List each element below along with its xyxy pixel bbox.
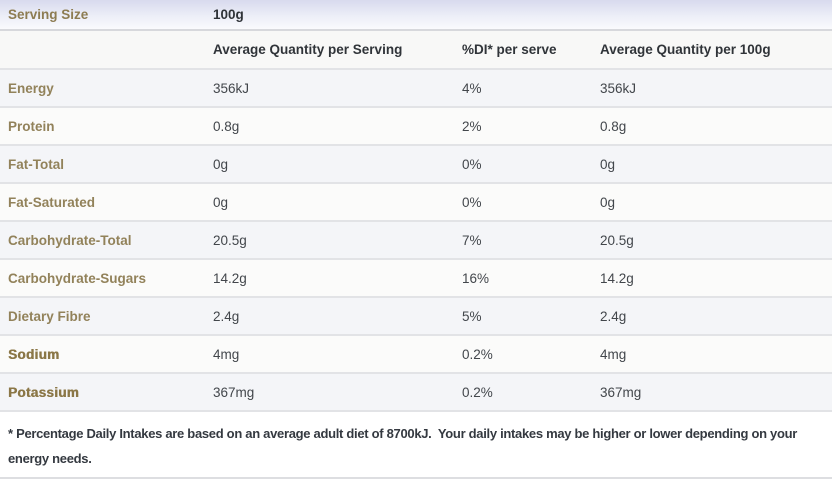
nutrient-label: Carbohydrate-Total: [8, 232, 132, 248]
value-per-serving: 367mg: [213, 384, 255, 400]
value-di-per-serve: 0.2%: [462, 384, 493, 400]
nutrient-label: Fat-Total: [8, 156, 64, 172]
nutrition-information-panel: Serving Size 100g Average Quantity per S…: [0, 0, 832, 479]
value-per-100g: 0.8g: [600, 118, 627, 134]
daily-intake-footnote: * Percentage Daily Intakes are based on …: [0, 412, 832, 479]
value-per-100g: 0g: [600, 156, 616, 172]
row-protein: Protein 0.8g 2% 0.8g: [0, 108, 832, 146]
value-per-serving: 2.4g: [213, 308, 240, 324]
value-per-100g: 20.5g: [600, 232, 634, 248]
value-per-100g: 4mg: [600, 346, 627, 362]
row-fat-saturated: Fat-Saturated 0g 0% 0g: [0, 184, 832, 222]
column-header-row: Average Quantity per Serving %DI* per se…: [0, 31, 832, 70]
nutrient-label: Protein: [8, 118, 55, 134]
value-di-per-serve: 7%: [462, 232, 482, 248]
value-di-per-serve: 0%: [462, 156, 482, 172]
value-per-100g: 2.4g: [600, 308, 627, 324]
nutrient-label: Potassium: [8, 384, 79, 400]
value-per-serving: 0.8g: [213, 118, 240, 134]
value-per-serving: 356kJ: [213, 80, 250, 96]
value-di-per-serve: 5%: [462, 308, 482, 324]
serving-size-value: 100g: [213, 7, 244, 22]
header-avg-quantity-per-100g: Average Quantity per 100g: [600, 42, 771, 57]
value-per-serving: 0g: [213, 194, 229, 210]
row-energy: Energy 356kJ 4% 356kJ: [0, 70, 832, 108]
value-per-serving: 4mg: [213, 346, 240, 362]
value-per-100g: 0g: [600, 194, 616, 210]
nutrient-label: Dietary Fibre: [8, 308, 91, 324]
value-di-per-serve: 16%: [462, 270, 490, 286]
value-per-serving: 20.5g: [213, 232, 247, 248]
nutrient-label: Fat-Saturated: [8, 194, 96, 210]
header-avg-quantity-per-serving: Average Quantity per Serving: [213, 42, 403, 57]
serving-size-label: Serving Size: [8, 7, 89, 22]
value-per-100g: 14.2g: [600, 270, 634, 286]
serving-size-row: Serving Size 100g: [0, 0, 832, 31]
row-sodium: Sodium 4mg 0.2% 4mg: [0, 336, 832, 374]
nutrient-label: Sodium: [8, 346, 60, 362]
nutrient-label: Energy: [8, 80, 54, 96]
value-per-100g: 367mg: [600, 384, 642, 400]
value-per-100g: 356kJ: [600, 80, 637, 96]
row-carbohydrate-sugars: Carbohydrate-Sugars 14.2g 16% 14.2g: [0, 260, 832, 298]
row-fat-total: Fat-Total 0g 0% 0g: [0, 146, 832, 184]
row-dietary-fibre: Dietary Fibre 2.4g 5% 2.4g: [0, 298, 832, 336]
value-di-per-serve: 4%: [462, 80, 482, 96]
row-carbohydrate-total: Carbohydrate-Total 20.5g 7% 20.5g: [0, 222, 832, 260]
row-potassium: Potassium 367mg 0.2% 367mg: [0, 374, 832, 412]
value-di-per-serve: 0.2%: [462, 346, 493, 362]
value-di-per-serve: 0%: [462, 194, 482, 210]
value-per-serving: 0g: [213, 156, 229, 172]
nutrient-label: Carbohydrate-Sugars: [8, 270, 147, 286]
header-di-per-serve: %DI* per serve: [462, 42, 557, 57]
value-per-serving: 14.2g: [213, 270, 247, 286]
value-di-per-serve: 2%: [462, 118, 482, 134]
